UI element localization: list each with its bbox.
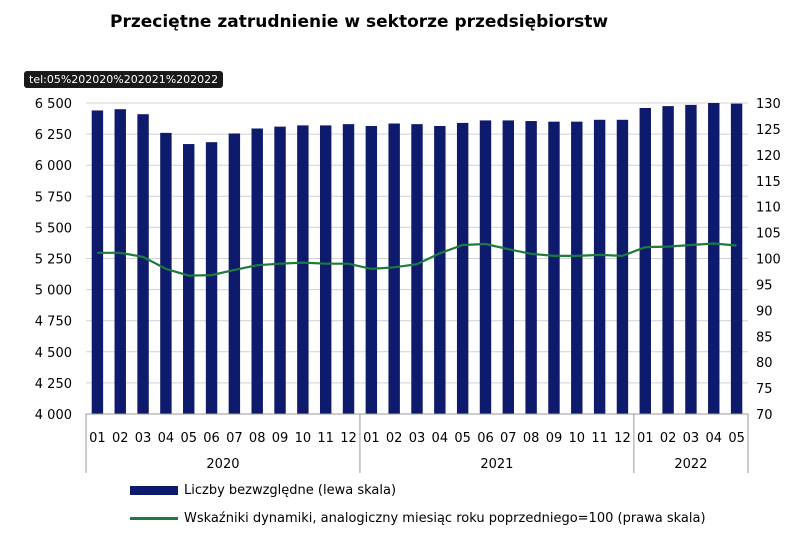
bar: [456, 122, 469, 415]
x-tick-label: 06: [203, 431, 220, 446]
x-tick-label: 09: [272, 431, 289, 446]
group-label: 2020: [206, 457, 239, 472]
bar: [708, 103, 720, 414]
y-left-tick-label: 4 250: [35, 377, 72, 392]
x-tick-label: 08: [249, 431, 266, 446]
y-left-tick-label: 4 500: [35, 346, 72, 361]
bar: [114, 109, 126, 414]
legend-item-bars: Liczby bezwzględne (lewa skala): [130, 483, 396, 498]
bar: [685, 104, 697, 414]
y-right-tick-label: 120: [756, 149, 781, 164]
bar: [365, 126, 378, 414]
y-right-tick-label: 100: [756, 253, 781, 268]
y-left-tick-label: 4 000: [35, 408, 72, 423]
y-right-tick-label: 115: [756, 175, 781, 190]
bar: [434, 126, 446, 414]
bar: [319, 125, 332, 414]
x-tick-label: 04: [158, 431, 175, 446]
bar: [160, 132, 172, 414]
chart-title: Przeciętne zatrudnienie w sektorze przed…: [110, 12, 609, 32]
x-tick-label: 01: [89, 431, 106, 446]
bar: [297, 125, 309, 414]
bar: [342, 124, 355, 414]
bar: [730, 103, 743, 414]
bar: [137, 114, 149, 415]
x-tick-label: 06: [477, 431, 494, 446]
x-tick-label: 05: [180, 431, 197, 446]
dynamics-line: [97, 242, 737, 277]
y-right-tick-label: 105: [756, 227, 781, 242]
x-tick-label: 07: [226, 431, 243, 446]
y-left-tick-label: 5 750: [35, 190, 72, 205]
bar: [274, 126, 286, 415]
y-right-tick-label: 80: [756, 356, 773, 371]
legend-swatch-line: [130, 517, 178, 520]
bar: [571, 121, 583, 414]
x-tick-label: 04: [705, 431, 722, 446]
bar: [639, 107, 651, 414]
y-left-tick-label: 5 000: [35, 284, 72, 299]
x-tick-label: 02: [112, 431, 129, 446]
legend-label-bars: Liczby bezwzględne (lewa skala): [184, 483, 397, 498]
x-tick-label: 10: [569, 431, 586, 446]
bar: [502, 120, 515, 414]
y-right-tick-label: 125: [756, 123, 781, 138]
x-tick-label: 03: [409, 431, 426, 446]
bar: [411, 124, 423, 414]
y-right-tick-label: 110: [756, 201, 781, 216]
bar: [91, 110, 104, 415]
x-tick-label: 02: [660, 431, 677, 446]
x-tick-label: 02: [386, 431, 403, 446]
bar: [593, 119, 606, 414]
y-left-tick-label: 5 500: [35, 221, 72, 236]
x-tick-label: 11: [317, 431, 334, 446]
y-left-tick-label: 4 750: [35, 315, 72, 330]
bar: [251, 128, 263, 414]
x-tick-label: 03: [683, 431, 700, 446]
bar: [228, 133, 241, 414]
x-tick-label: 01: [363, 431, 380, 446]
y-right-tick-label: 90: [756, 304, 773, 319]
x-tick-label: 05: [454, 431, 471, 446]
x-tick-label: 09: [546, 431, 563, 446]
y-right-tick-label: 70: [756, 408, 773, 423]
bar: [205, 142, 218, 414]
x-tick-label: 07: [500, 431, 517, 446]
legend-swatch-bars: [130, 486, 178, 495]
group-label: 2022: [674, 457, 707, 472]
group-label: 2021: [480, 457, 513, 472]
bar: [183, 144, 195, 414]
y-right-tick-label: 75: [756, 382, 773, 397]
x-tick-label: 08: [523, 431, 540, 446]
bar: [525, 121, 537, 415]
y-left-tick-label: 6 250: [35, 128, 72, 143]
bar: [388, 123, 400, 414]
x-tick-label: 05: [728, 431, 745, 446]
y-left-tick-label: 6 000: [35, 159, 72, 174]
y-right-tick-label: 95: [756, 278, 773, 293]
bar: [479, 120, 492, 414]
x-tick-label: 01: [637, 431, 654, 446]
legend-item-line: Wskaźniki dynamiki, analogiczny miesiąc …: [130, 511, 706, 526]
y-right-tick-label: 85: [756, 330, 773, 345]
x-tick-label: 03: [135, 431, 152, 446]
x-tick-label: 10: [295, 431, 312, 446]
y-right-tick-label: 130: [756, 97, 781, 112]
legend-label-line: Wskaźniki dynamiki, analogiczny miesiąc …: [184, 511, 706, 526]
bar: [662, 106, 674, 415]
x-tick-label: 12: [614, 431, 631, 446]
x-tick-label: 11: [591, 431, 608, 446]
y-left-tick-label: 6 500: [35, 97, 72, 112]
x-tick-label: 04: [432, 431, 449, 446]
bar: [548, 121, 560, 414]
x-tick-label: 12: [340, 431, 357, 446]
y-left-tick-label: 5 250: [35, 253, 72, 268]
bar: [616, 119, 629, 414]
url-tooltip: tel:05%202020%202021%202022: [24, 71, 224, 88]
